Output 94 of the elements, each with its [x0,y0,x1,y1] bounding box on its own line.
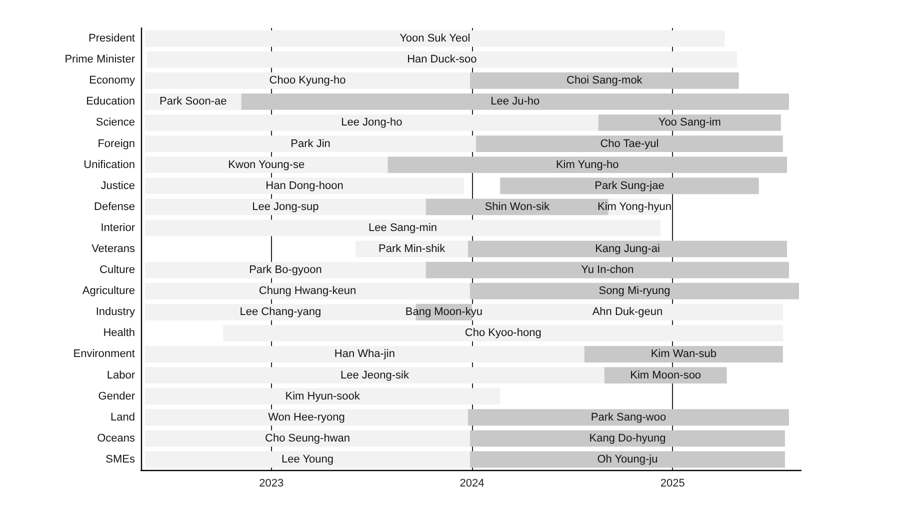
bar [223,324,783,342]
data-label: Won Hee-ryong [268,411,345,424]
y-tick-label: Foreign [98,138,135,150]
data-label: Lee Jeong-sik [340,369,410,382]
data-label: Park Sang-woo [590,411,666,424]
bar [470,282,799,300]
data-label: Lee Young [281,453,334,466]
bar [145,367,604,384]
data-label: Yoon Suk Yeol [400,32,470,45]
y-tick-label: President [88,32,135,45]
data-label: Yoo Sang-im [658,116,721,129]
bar [145,156,388,174]
bar [145,409,468,426]
bar [145,451,470,468]
y-tick-label: Economy [89,74,136,87]
y-tick-label: Land [110,411,135,424]
y-tick-label: Education [86,96,135,108]
y-tick-label: Science [96,116,135,129]
y-tick-label: Veterans [92,243,136,255]
bar [145,198,426,216]
bar [145,388,500,405]
y-tick-label: SMEs [106,453,136,466]
data-label: Cho Seung-hwan [264,432,350,444]
bar [145,72,470,89]
y-tick-label: Defense [94,200,135,213]
y-tick-label: Interior [100,222,136,234]
data-label: Lee Sang-min [368,222,438,234]
data-label: Bang Moon-kyu [405,306,482,318]
y-tick-label: Oceans [97,432,136,444]
data-label: Park Bo-gyoon [249,264,322,276]
data-label: Cho Kyoo-hong [464,327,542,340]
data-label: Ahn Duk-geun [592,306,663,318]
data-label: Park Soon-ae [160,96,227,108]
y-tick-label: Unification [84,158,135,171]
data-label: Kim Moon-soo [630,369,702,382]
bar [470,430,785,447]
data-label: Han Dong-hoon [266,180,344,192]
data-label: Kang Do-hyung [589,432,666,444]
data-label: Shin Won-sik [484,200,550,213]
data-label: Oh Young-ju [597,453,658,466]
data-label: Park Sung-jae [594,180,664,192]
data-label: Kim Yong-hyun [597,200,672,213]
y-tick-label: Gender [98,390,136,402]
bar [145,178,464,194]
y-tick-label: Health [103,327,135,340]
data-label: Kim Hyun-sook [285,390,360,402]
y-tick-label: Prime Minister [64,54,136,66]
data-label: Choo Kyung-ho [269,74,346,87]
data-label: Lee Chang-yang [240,306,322,318]
data-label: Park Min-shik [378,243,446,255]
data-label: Chung Hwang-keun [258,285,356,298]
y-tick-label: Environment [73,348,135,360]
bar [145,282,470,300]
y-tick-label: Industry [96,306,136,318]
bar [388,156,787,174]
bar [468,240,787,258]
data-label: Park Jin [290,138,330,150]
bar [598,114,781,131]
bar [468,409,789,426]
bar [500,178,759,194]
data-label: Lee Jong-ho [341,116,402,129]
bar [145,346,584,362]
data-label: Lee Jong-sup [252,200,319,213]
data-label: Kwon Young-se [228,158,305,171]
x-tick-label: 2025 [660,478,685,490]
bar [145,136,476,152]
y-tick-label: Culture [100,264,135,276]
bar [584,346,783,362]
bar [145,30,725,47]
data-label: Kim Wan-sub [650,348,716,360]
y-tick-label: Labor [106,369,136,382]
bar [470,451,785,468]
data-label: Han Wha-jin [334,348,395,360]
data-label: Kang Jung-ai [595,243,660,255]
bar [470,72,739,89]
data-label: Choi Sang-mok [566,74,643,87]
data-label: Kim Yung-ho [556,158,619,171]
bar [476,136,783,152]
data-label: Song Mi-ryung [598,285,670,298]
data-label: Cho Tae-yul [600,138,659,150]
data-label: Lee Ju-ho [490,96,540,108]
y-tick-label: Justice [100,180,135,192]
bar [145,114,598,131]
y-tick-label: Agriculture [82,285,135,298]
bar [147,51,737,68]
bar [145,220,661,236]
x-tick-label: 2023 [259,478,284,490]
bar [426,262,789,278]
data-label: Yu In-chon [581,264,634,276]
x-tick-label: 2024 [460,478,484,490]
data-label: Han Duck-soo [407,54,477,66]
bar [241,93,789,110]
bar [145,262,426,278]
bar [145,430,470,447]
